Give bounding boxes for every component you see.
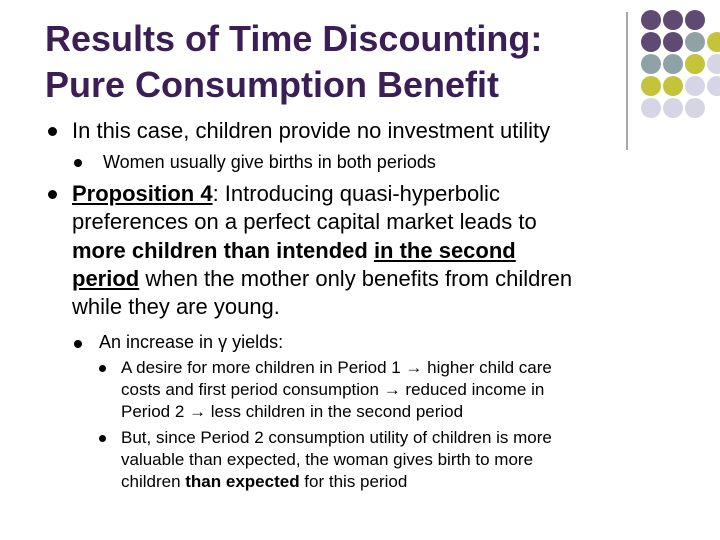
effect2-line-3: children than expected for this period: [121, 471, 407, 493]
effect-text: reduced income in: [400, 380, 545, 399]
decorative-dot: [663, 54, 683, 74]
decorative-dot: [707, 54, 720, 74]
decorative-dot: [663, 10, 683, 30]
title-line-2: Pure Consumption Benefit: [45, 64, 500, 105]
sub-sub-bullet-dot: [99, 365, 106, 372]
effect-line-2: costs and first period consumption → red…: [121, 379, 544, 401]
decorative-dot: [641, 98, 661, 118]
sub-bullet-dot: [74, 159, 82, 167]
proposition-text: : Introducing quasi-hyperbolic: [212, 181, 500, 206]
decorative-dot: [685, 76, 705, 96]
decorative-dot: [685, 32, 705, 52]
decorative-dot: [641, 32, 661, 52]
decorative-dot: [663, 98, 683, 118]
arrow-right-icon: →: [405, 358, 423, 377]
sub-bullet-text-births: Women usually give births in both period…: [103, 152, 436, 172]
effect2-line-1: But, since Period 2 consumption utility …: [121, 428, 552, 447]
bullet-text-investment-utility: In this case, children provide no invest…: [72, 118, 551, 143]
decorative-dot: [707, 76, 720, 96]
effect-text: children: [121, 472, 186, 491]
proposition-line-2: preferences on a perfect capital market …: [72, 209, 537, 234]
proposition-underlined-text: in the second: [373, 238, 516, 263]
decorative-dot: [641, 10, 661, 30]
effect-bold-text: than expected: [185, 472, 300, 491]
decorative-dot: [663, 32, 683, 52]
arrow-right-icon: →: [383, 380, 401, 399]
decorative-dot: [641, 54, 661, 74]
proposition-line-5: while they are young.: [72, 294, 280, 319]
decorative-dot: [685, 54, 705, 74]
proposition-text-rest: when the mother only benefits from child…: [139, 266, 573, 291]
gamma-symbol: γ: [218, 332, 228, 352]
decorative-dot: [685, 98, 705, 118]
bullet-dot: [48, 190, 57, 199]
proposition-label: Proposition 4: [72, 181, 213, 206]
sub-bullet-gamma: An increase in γ yields:: [99, 331, 283, 353]
effect2-line-2: valuable than expected, the woman gives …: [121, 450, 534, 469]
decorative-dot: [685, 10, 705, 30]
title-line-1: Results of Time Discounting:: [45, 18, 543, 59]
proposition-line-3: more children than intended in the secon…: [72, 237, 516, 265]
gamma-text-post: yields:: [227, 332, 284, 352]
divider-line: [626, 12, 628, 150]
effect-text: A desire for more children in Period 1: [121, 358, 406, 377]
proposition-line-4: period when the mother only benefits fro…: [72, 265, 572, 293]
gamma-text-pre: An increase in: [99, 332, 219, 352]
sub-bullet-dot: [74, 340, 82, 348]
effect-text: less children in the second period: [206, 402, 464, 421]
bullet-dot: [48, 127, 57, 136]
decorative-dot: [707, 32, 720, 52]
slide-title: Results of Time Discounting: Pure Consum…: [45, 16, 625, 108]
decorative-dot: [641, 76, 661, 96]
effect-line-3: Period 2 → less children in the second p…: [121, 401, 463, 423]
effect-text: for this period: [299, 472, 408, 491]
sub-sub-bullet-dot: [99, 435, 106, 442]
effect-line-1: A desire for more children in Period 1 →…: [121, 357, 552, 379]
effect-text: Period 2: [121, 402, 190, 421]
decorative-dot: [663, 76, 683, 96]
effect-text: higher child care: [422, 358, 552, 377]
proposition-line-1: Proposition 4: Introducing quasi-hyperbo…: [72, 180, 500, 208]
proposition-bold-text: more children than intended: [72, 238, 368, 263]
proposition-underlined-period: period: [72, 266, 140, 291]
arrow-right-icon: →: [189, 402, 207, 421]
effect-text: costs and first period consumption: [121, 380, 384, 399]
